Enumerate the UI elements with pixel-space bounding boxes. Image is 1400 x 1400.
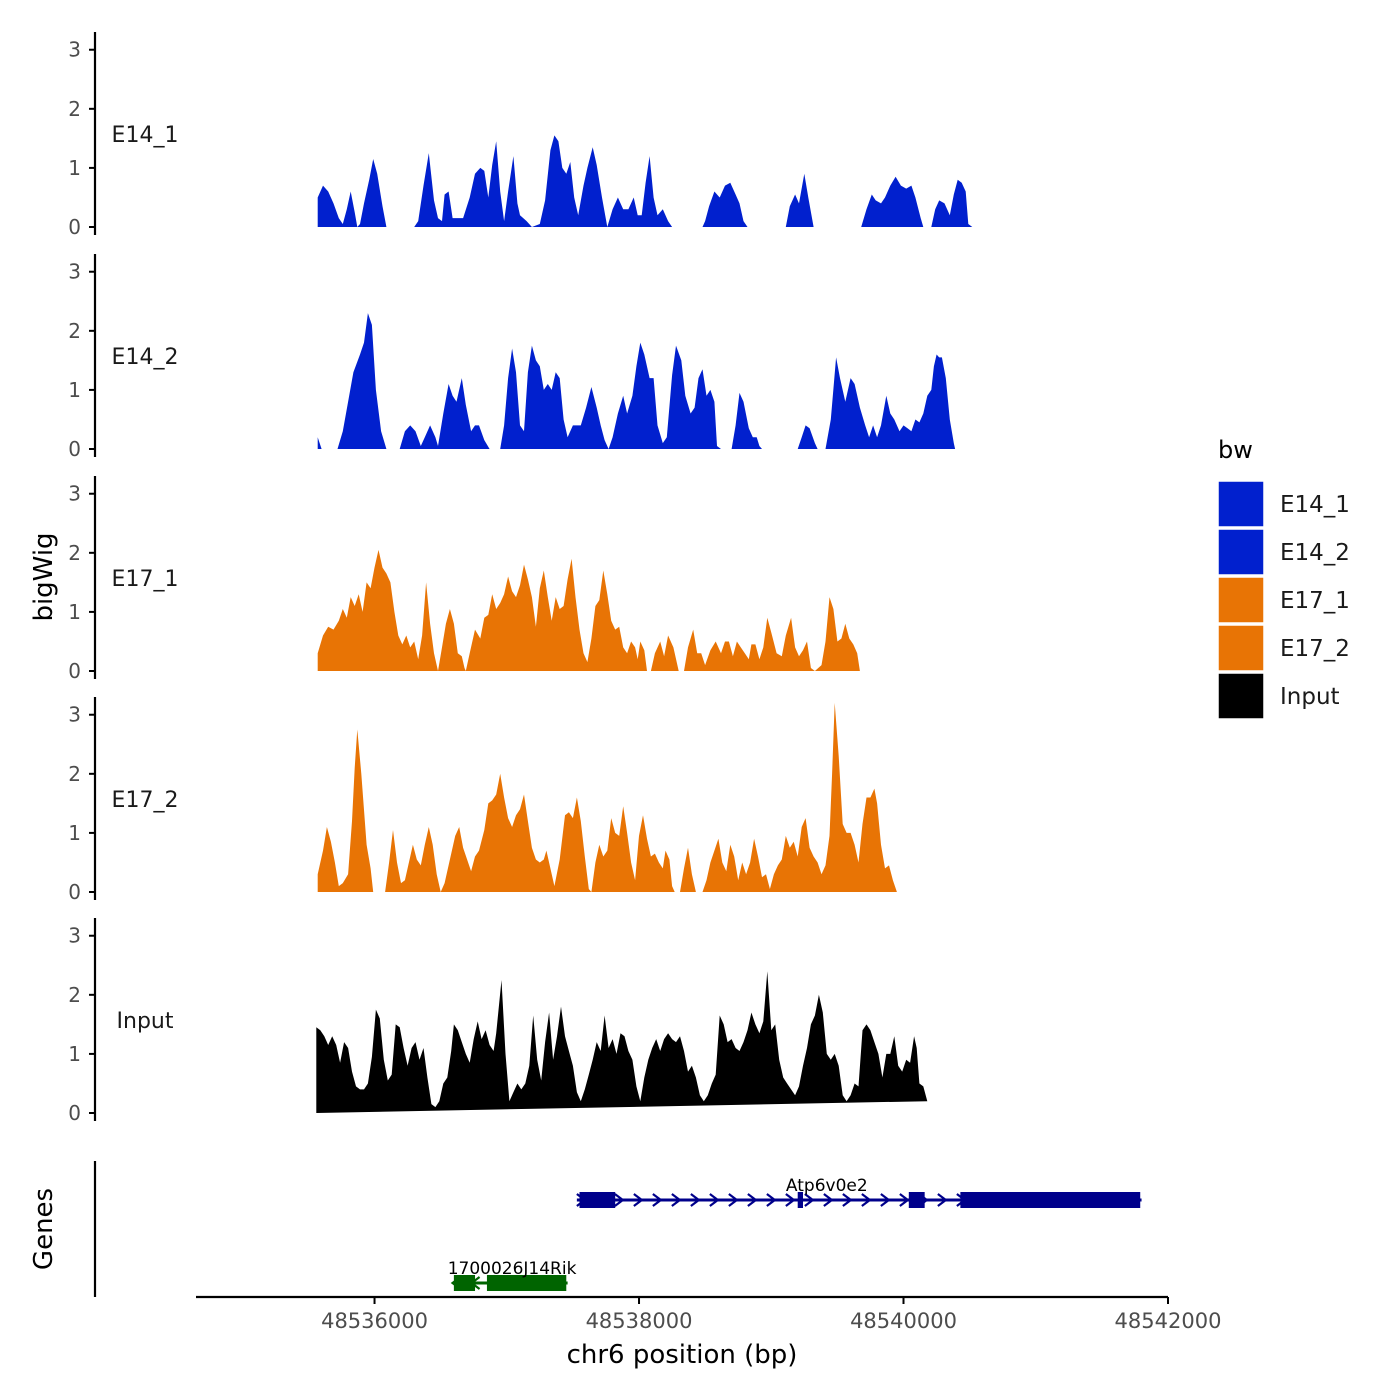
x-axis: 48536000 48538000 48540000 48542000 — [196, 1295, 1222, 1333]
track-area-Input — [316, 971, 928, 1113]
strand-arrow — [614, 1193, 625, 1207]
y-tick-label: 3 — [68, 38, 81, 62]
legend-label: Input — [1280, 684, 1340, 710]
strand-arrow — [861, 1193, 872, 1207]
track-panel-E17_1: 0 1 2 3 E17_1 — [68, 476, 860, 683]
strand-arrow — [766, 1193, 777, 1207]
track-label: E17_1 — [112, 567, 179, 592]
y-tick-label: 1 — [68, 378, 81, 402]
y-axis-title: bigWig — [29, 532, 59, 621]
strand-arrow — [671, 1193, 682, 1207]
track-label: E14_2 — [112, 345, 179, 370]
y-tick-label: 2 — [68, 97, 81, 121]
gene-exon — [579, 1192, 616, 1208]
legend-swatch — [1217, 624, 1265, 672]
gene-1700026J14Rik: 1700026J14Rik — [448, 1259, 577, 1291]
y-tick-label: 1 — [68, 821, 81, 845]
legend-label: E14_1 — [1280, 492, 1350, 518]
gene-exon — [908, 1192, 925, 1208]
legend: E14_1 E14_2 E17_1 E17_2 Input — [1217, 480, 1350, 720]
y-tick-label: 2 — [68, 541, 81, 565]
strand-arrow — [880, 1193, 891, 1207]
legend-swatch — [1217, 528, 1265, 576]
y-tick-label: 3 — [68, 260, 81, 284]
track-label: E17_2 — [112, 788, 179, 813]
strand-arrow — [804, 1193, 815, 1207]
legend-title: bw — [1218, 436, 1253, 464]
y-tick-label: 2 — [68, 762, 81, 786]
legend-label: E14_2 — [1280, 540, 1350, 566]
strand-arrow — [728, 1193, 739, 1207]
strand-arrow — [842, 1193, 853, 1207]
strand-arrow — [823, 1193, 834, 1207]
y-tick-label: 2 — [68, 319, 81, 343]
legend-item-E14_2: E14_2 — [1217, 528, 1350, 576]
legend-label: E17_2 — [1280, 636, 1350, 662]
y-tick-label: 1 — [68, 600, 81, 624]
gene-Atp6v0e2: Atp6v0e2 — [576, 1176, 1142, 1208]
strand-arrow — [690, 1193, 701, 1207]
gene-label: Atp6v0e2 — [786, 1176, 868, 1196]
gene-exon — [797, 1192, 804, 1208]
gene-exon — [453, 1275, 476, 1291]
strand-arrow — [785, 1193, 796, 1207]
track-panel-E14_1: 0 1 2 3 E14_1 — [68, 32, 973, 239]
gene-exon — [486, 1275, 567, 1291]
y-tick-label: 0 — [68, 437, 81, 461]
y-tick-label: 0 — [68, 215, 81, 239]
legend-swatch — [1217, 672, 1265, 720]
legend-item-E14_1: E14_1 — [1217, 480, 1350, 528]
strand-arrow — [709, 1193, 720, 1207]
strand-arrow — [652, 1193, 663, 1207]
y-tick-label: 3 — [68, 482, 81, 506]
y-tick-label: 0 — [68, 880, 81, 904]
gene-exon — [960, 1192, 1141, 1208]
track-panel-E17_2: 0 1 2 3 E17_2 — [68, 697, 897, 904]
strand-arrow — [937, 1193, 948, 1207]
legend-item-Input: Input — [1217, 672, 1340, 720]
y-tick-label: 0 — [68, 1101, 81, 1125]
genes-layer: Atp6v0e2 1700026J14Rik — [93, 1161, 1142, 1297]
y-tick-label: 3 — [68, 924, 81, 948]
x-tick-label: 48538000 — [586, 1309, 693, 1333]
y-tick-label: 1 — [68, 1042, 81, 1066]
y-tick-label: 1 — [68, 156, 81, 180]
track-panel-E14_2: 0 1 2 3 E14_2 — [68, 254, 956, 461]
strand-arrow — [899, 1193, 910, 1207]
x-tick-label: 48540000 — [850, 1309, 957, 1333]
tracks-layer: 0 1 2 3 E14_1 0 1 2 3 E14_2 0 1 2 3 E17_1 0 1 2 3 E17_2 0 1 2 3… — [68, 32, 973, 1125]
x-axis-title: chr6 position (bp) — [567, 1340, 798, 1370]
legend-swatch — [1217, 480, 1265, 528]
track-label: E14_1 — [112, 123, 179, 148]
track-area-E14_1 — [317, 135, 973, 227]
track-area-E17_2 — [317, 702, 897, 892]
strand-arrow — [747, 1193, 758, 1207]
strand-arrow — [633, 1193, 644, 1207]
genes-axis-title: Genes — [29, 1188, 59, 1270]
legend-label: E17_1 — [1280, 588, 1350, 614]
track-area-E17_1 — [317, 549, 860, 671]
legend-swatch — [1217, 576, 1265, 624]
track-label: Input — [117, 1009, 174, 1034]
gene-label: 1700026J14Rik — [448, 1259, 577, 1279]
x-tick-label: 48536000 — [321, 1309, 428, 1333]
track-panel-Input: 0 1 2 3 Input — [68, 918, 928, 1125]
y-tick-label: 0 — [68, 659, 81, 683]
y-tick-label: 3 — [68, 703, 81, 727]
legend-item-E17_2: E17_2 — [1217, 624, 1350, 672]
y-tick-label: 2 — [68, 983, 81, 1007]
x-tick-label: 48542000 — [1115, 1309, 1222, 1333]
legend-item-E17_1: E17_1 — [1217, 576, 1350, 624]
track-area-E14_2 — [317, 313, 956, 449]
